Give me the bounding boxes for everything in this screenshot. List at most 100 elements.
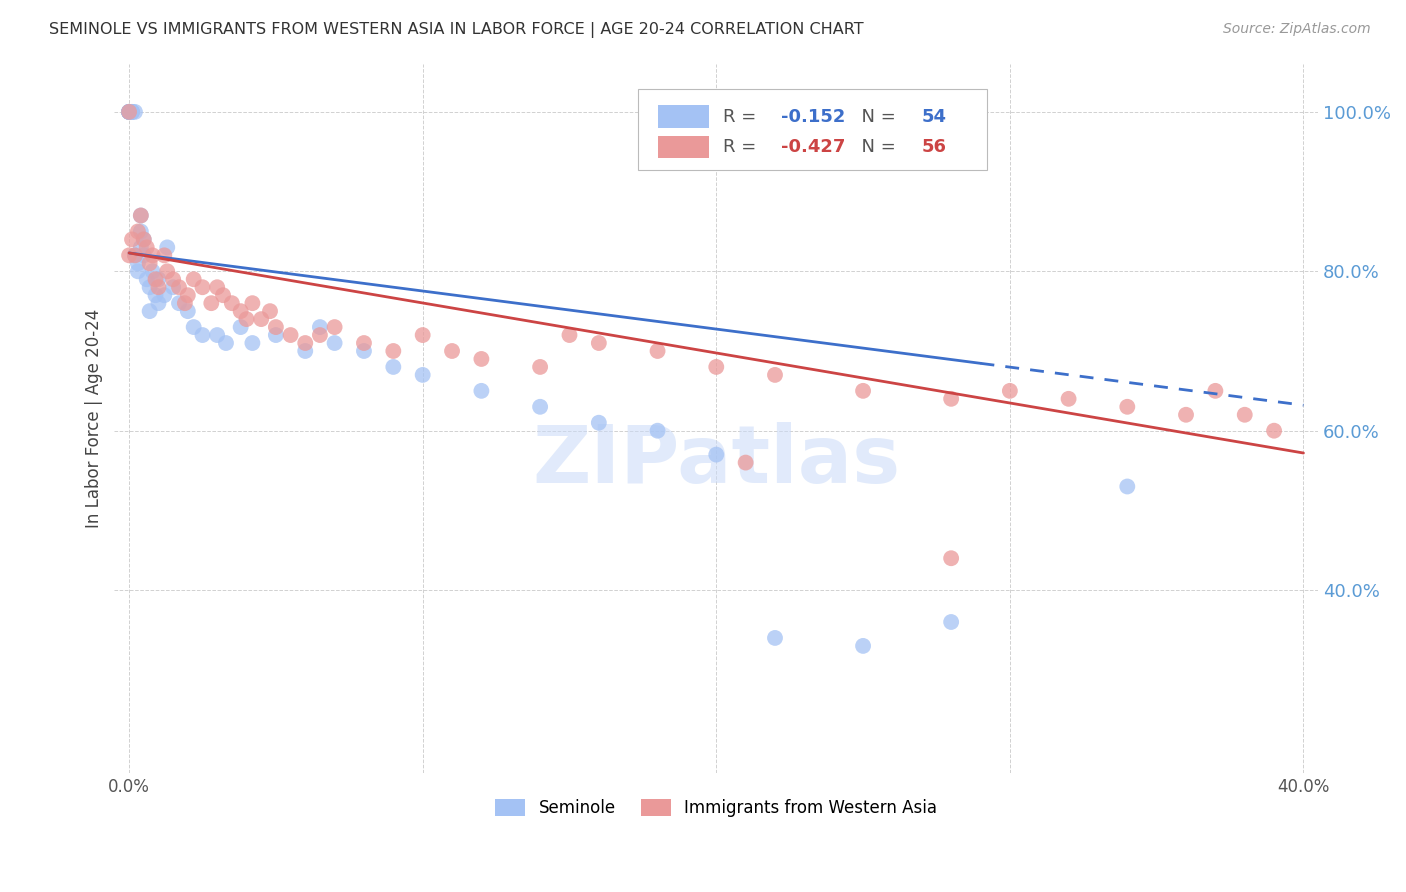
Point [205,328,228,343]
Point [529,359,551,374]
Text: -0.427: -0.427 [782,138,845,156]
Point [129,240,152,254]
Point [323,336,346,351]
Point [153,248,176,262]
Point [129,224,152,238]
Point [142,264,165,278]
Point [153,288,176,302]
Point [939,551,962,566]
Point [529,400,551,414]
Point [135,272,157,286]
Point [142,248,165,262]
Point [121,232,143,246]
Point [118,104,141,119]
Point [118,104,141,119]
Point [215,336,238,351]
Point [309,320,332,334]
Text: SEMINOLE VS IMMIGRANTS FROM WESTERN ASIA IN LABOR FORCE | AGE 20-24 CORRELATION : SEMINOLE VS IMMIGRANTS FROM WESTERN ASIA… [49,22,863,38]
Point [124,248,146,262]
Point [259,304,281,318]
Point [939,615,962,629]
Point [1116,479,1139,493]
Point [167,280,190,294]
Point [121,104,143,119]
Point [412,368,434,382]
Text: N =: N = [849,108,901,126]
Point [264,320,287,334]
Point [162,272,184,286]
Point [132,232,155,246]
Point [280,328,302,343]
Point [704,448,727,462]
Point [647,343,669,358]
Point [382,359,405,374]
Point [470,351,492,366]
Point [118,104,141,119]
Text: -0.152: -0.152 [782,108,845,126]
Point [138,280,160,294]
Point [939,392,962,406]
FancyBboxPatch shape [658,105,709,128]
Point [852,384,875,398]
Point [229,304,252,318]
Point [121,104,143,119]
Point [382,343,405,358]
Point [129,209,152,223]
Point [264,328,287,343]
Point [1233,408,1256,422]
Point [167,296,190,310]
Point [138,304,160,318]
Point [647,424,669,438]
Point [127,224,149,238]
Text: Source: ZipAtlas.com: Source: ZipAtlas.com [1223,22,1371,37]
Point [229,320,252,334]
Point [294,336,316,351]
Point [704,359,727,374]
Point [191,280,214,294]
Point [118,104,141,119]
Point [470,384,492,398]
Point [1057,392,1080,406]
Point [294,343,316,358]
Text: R =: R = [724,108,762,126]
Point [763,368,786,382]
Point [412,328,434,343]
Point [205,280,228,294]
Point [183,320,205,334]
Point [250,312,273,326]
Point [235,312,257,326]
Point [118,104,141,119]
Point [1175,408,1198,422]
Point [177,288,200,302]
Point [588,336,610,351]
Point [124,248,146,262]
Point [323,320,346,334]
Point [212,288,235,302]
Text: 56: 56 [922,138,948,156]
Point [998,384,1021,398]
Point [734,456,756,470]
Point [200,296,222,310]
Point [124,104,146,119]
Point [135,240,157,254]
Point [145,272,167,286]
Point [121,104,143,119]
Point [1116,400,1139,414]
Point [148,272,170,286]
Point [162,280,184,294]
Point [1263,424,1285,438]
Point [183,272,205,286]
Point [148,296,170,310]
Point [353,336,375,351]
Point [132,232,155,246]
Point [127,256,149,270]
Point [127,264,149,278]
Point [558,328,581,343]
Point [353,343,375,358]
Point [118,104,141,119]
Point [221,296,243,310]
Point [1204,384,1226,398]
Point [763,631,786,645]
Point [138,256,160,270]
Point [118,104,141,119]
